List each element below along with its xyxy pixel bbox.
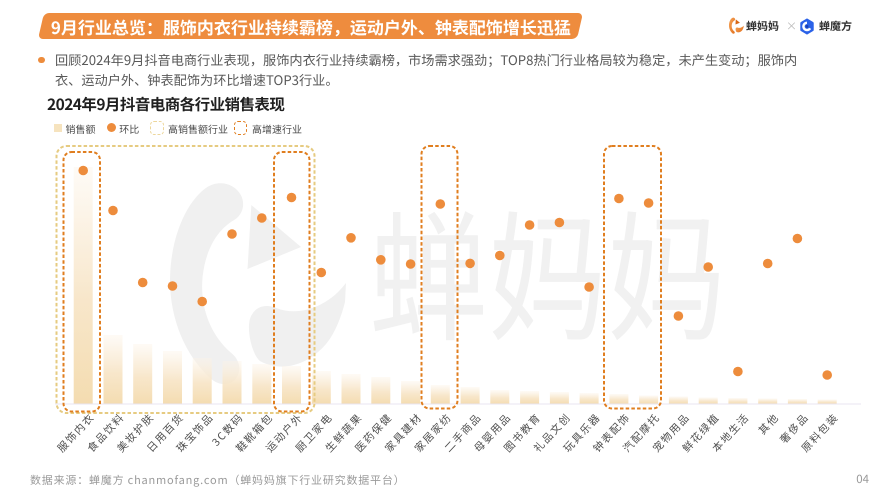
svg-text:蝉妈妈: 蝉妈妈 (369, 167, 726, 370)
